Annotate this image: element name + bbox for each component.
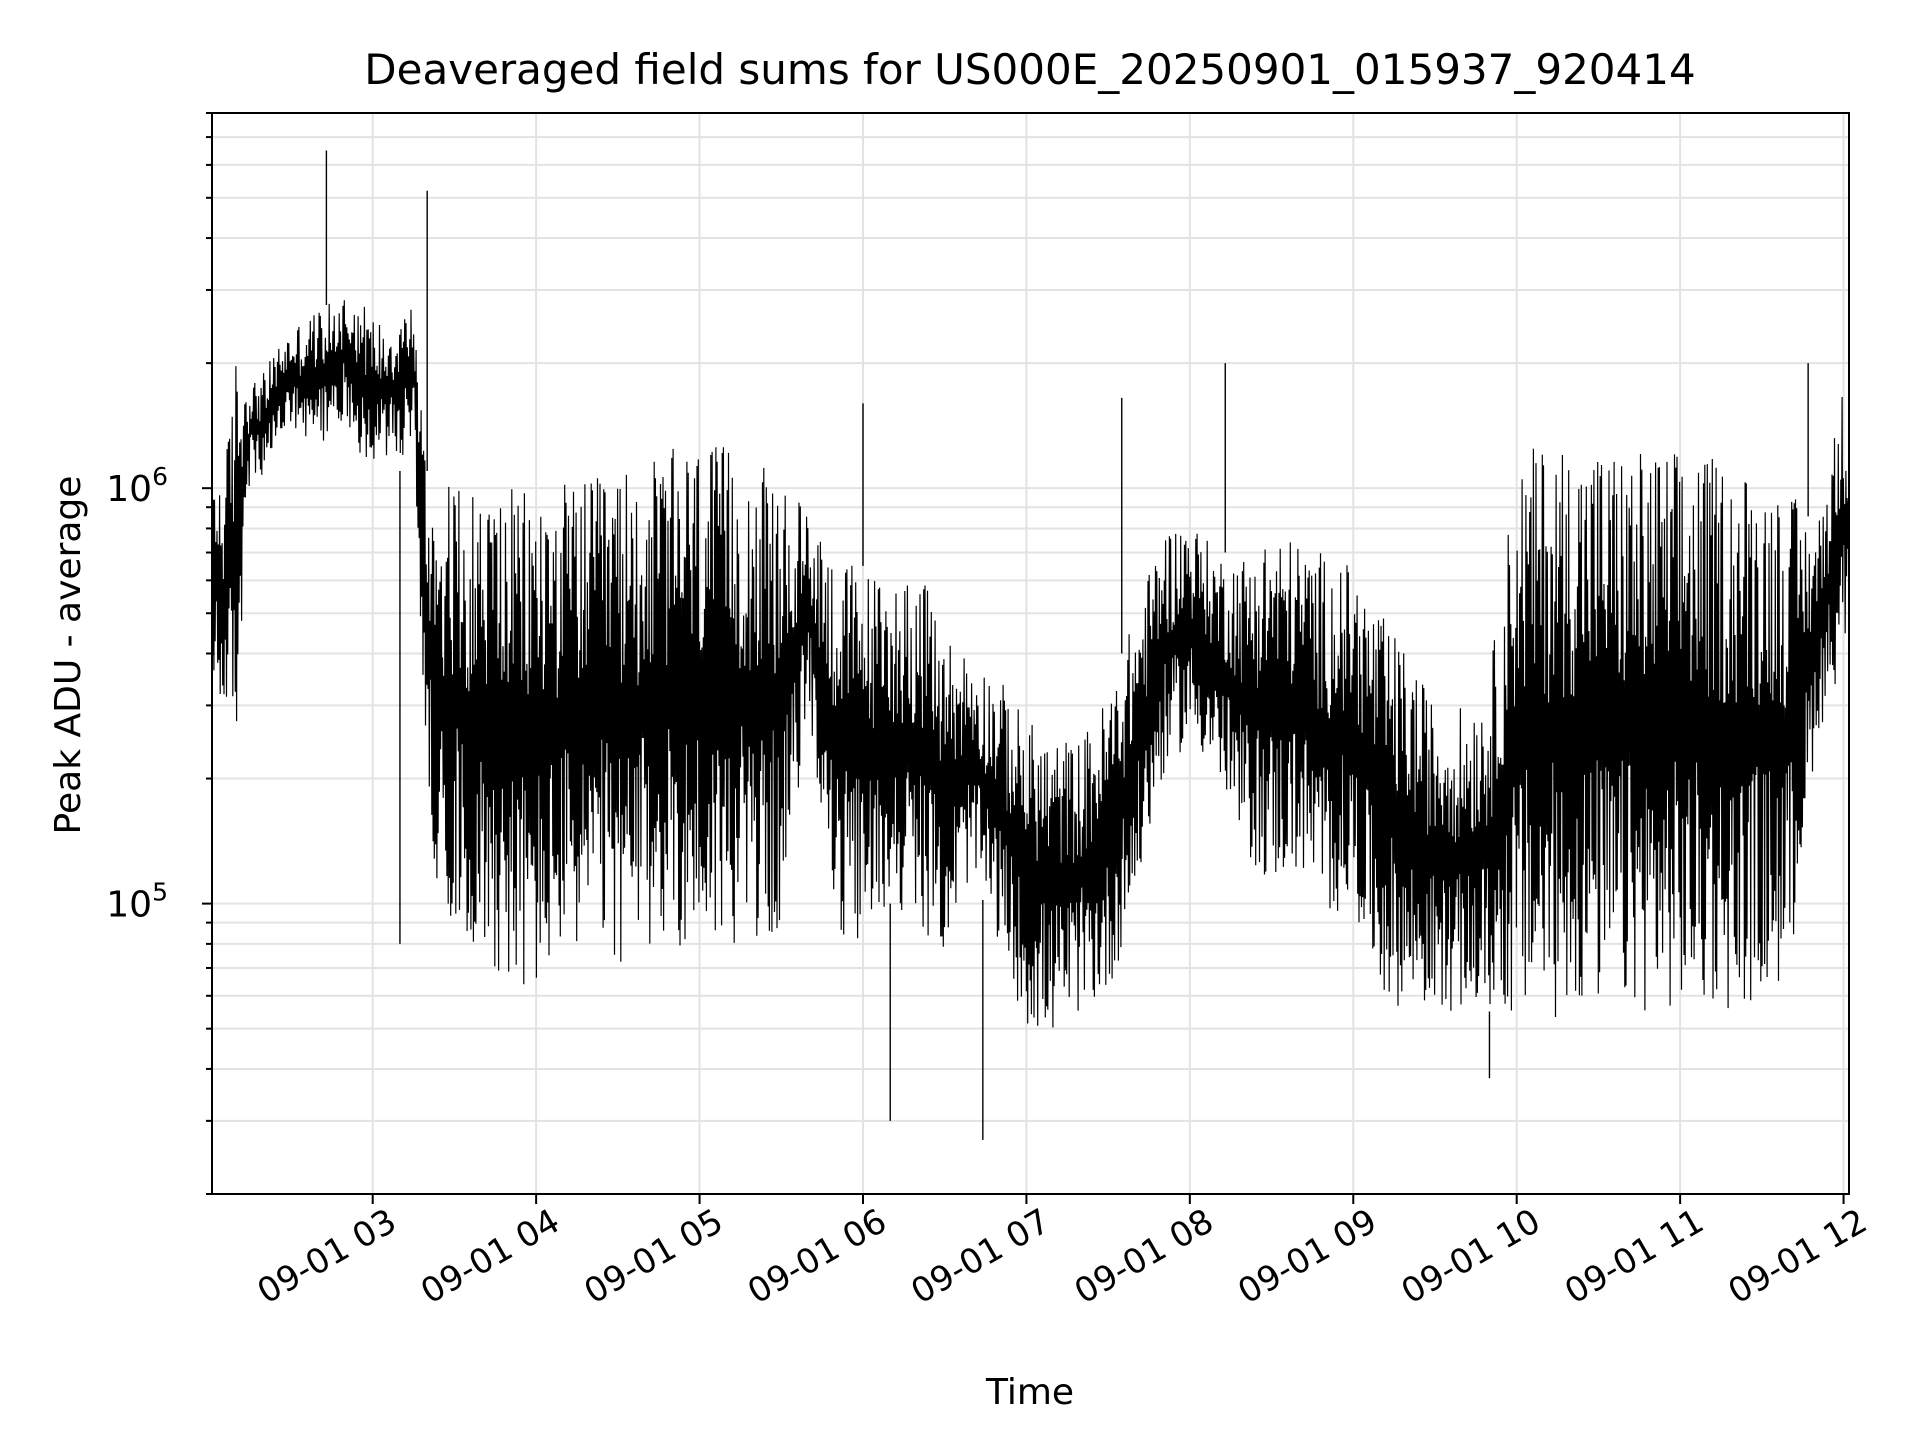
y-tick-label: 106 (106, 462, 168, 510)
x-tick-label: 09-01 07 (905, 1201, 1057, 1312)
chart-title: Deaveraged field sums for US000E_2025090… (364, 45, 1695, 94)
x-tick-label: 09-01 06 (741, 1201, 893, 1312)
x-tick-label: 09-01 03 (251, 1201, 403, 1312)
x-tick-label: 09-01 10 (1395, 1201, 1547, 1312)
x-tick-label: 09-01 04 (414, 1201, 566, 1312)
x-tick-label: 09-01 09 (1231, 1201, 1383, 1312)
x-tick-label: 09-01 12 (1722, 1201, 1874, 1312)
series-layer (211, 150, 1850, 1140)
x-tick-label: 09-01 11 (1558, 1201, 1710, 1312)
signal-line (211, 300, 1850, 1028)
y-axis-label: Peak ADU - average (48, 476, 89, 835)
y-tick-label: 105 (106, 878, 168, 926)
x-tick-label: 09-01 05 (578, 1201, 730, 1312)
x-axis-label: Time (985, 1372, 1074, 1413)
x-tick-label: 09-01 08 (1068, 1201, 1220, 1312)
